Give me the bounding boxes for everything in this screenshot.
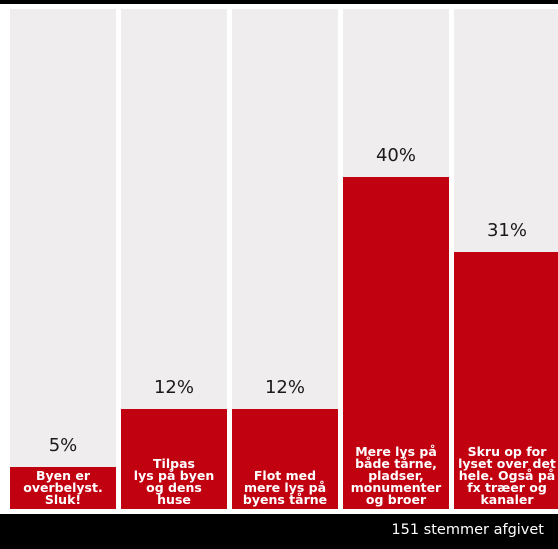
bar: Byen er overbelyst. Sluk! (10, 467, 116, 509)
option-label: Mere lys på både tårne, pladser, monumen… (350, 444, 442, 507)
option-label: Tilpas lys på byen og dens huse (133, 456, 215, 507)
bar-column: 5% Byen er overbelyst. Sluk! (10, 9, 116, 509)
bar-column: 40% Mere lys på både tårne, pladser, monu… (343, 9, 449, 509)
value-label: 12% (153, 377, 194, 398)
value-label: 31% (486, 220, 527, 241)
bar-column: 31% Skru op for lyset over det hele. Også… (454, 9, 558, 509)
option-label: Flot med mere lys på byens tårne (242, 468, 328, 507)
bar: Mere lys på både tårne, pladser, monumen… (343, 177, 449, 509)
value-label: 5% (48, 435, 78, 456)
bar: Tilpas lys på byen og dens huse (121, 409, 227, 509)
votes-count: 151 stemmer afgivet (391, 522, 544, 538)
bar-column: 12% Flot med mere lys på byens tårne (232, 9, 338, 509)
bar: Skru op for lyset over det hele. Også på… (454, 252, 558, 509)
bar-column: 12% Tilpas lys på byen og dens huse (121, 9, 227, 509)
top-rule (0, 0, 558, 4)
footer-bar: 151 stemmer afgivet (0, 514, 558, 549)
bar: Flot med mere lys på byens tårne (232, 409, 338, 509)
value-label: 12% (264, 377, 305, 398)
option-label: Byen er overbelyst. Sluk! (23, 468, 103, 507)
option-label: Skru op for lyset over det hele. Også på… (458, 444, 556, 507)
value-label: 40% (375, 145, 416, 166)
